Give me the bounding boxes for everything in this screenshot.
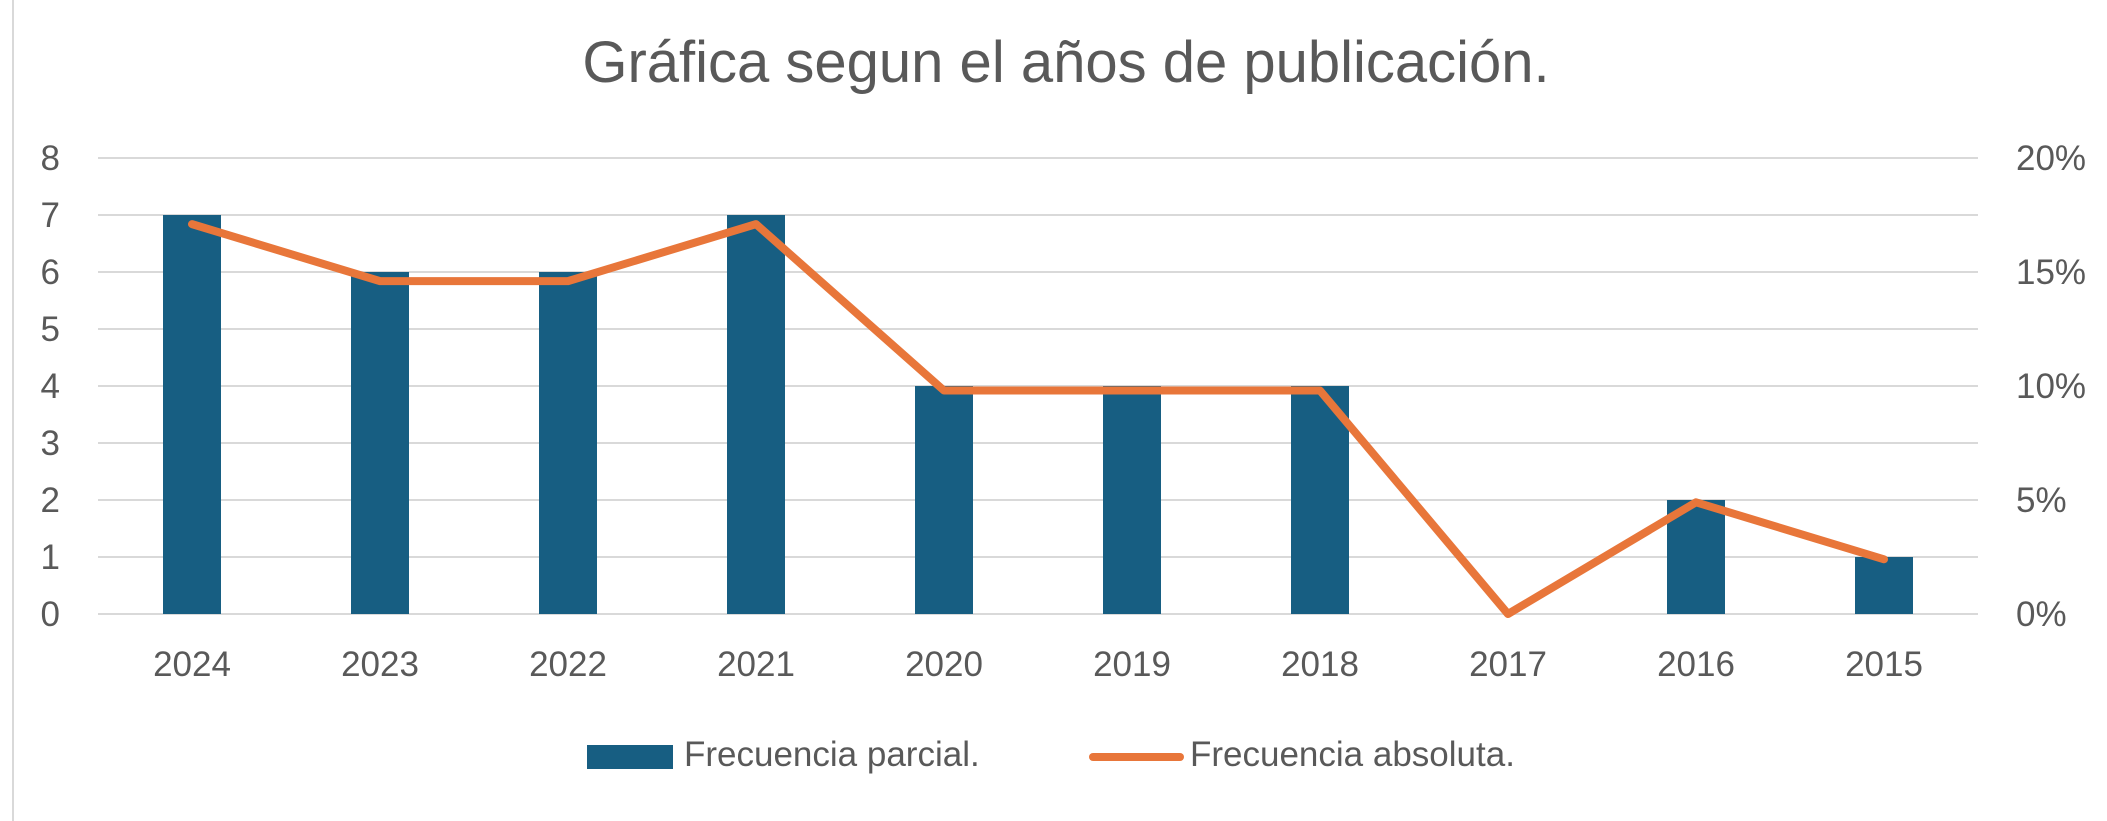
- y-left-tick-label: 8: [41, 139, 60, 178]
- frame-border: [12, 0, 14, 821]
- bar: [351, 272, 409, 614]
- y-right-tick-label: 10%: [2016, 367, 2086, 406]
- bar: [727, 215, 785, 614]
- bar: [1667, 500, 1725, 614]
- y-left-tick-label: 0: [41, 595, 60, 634]
- x-tick-label: 2015: [1845, 645, 1923, 684]
- y-right-tick-label: 5%: [2016, 481, 2067, 520]
- legend-label: Frecuencia parcial.: [684, 735, 980, 774]
- x-tick-label: 2024: [153, 645, 231, 684]
- chart-title: Gráfica segun el años de publicación.: [582, 30, 1549, 95]
- x-tick-label: 2020: [905, 645, 983, 684]
- y-right-tick-label: 20%: [2016, 139, 2086, 178]
- y-left-tick-label: 7: [41, 196, 60, 235]
- series-line: [188, 220, 1888, 618]
- legend-swatch-bar: [587, 745, 673, 769]
- y-left-tick-label: 3: [41, 424, 60, 463]
- legend: Frecuencia parcial. Frecuencia absoluta.: [587, 735, 1515, 774]
- y-axis-right: 0% 5% 10% 15% 20%: [2016, 139, 2086, 634]
- x-tick-label: 2016: [1657, 645, 1735, 684]
- bar: [915, 386, 973, 614]
- x-tick-label: 2021: [717, 645, 795, 684]
- bar-series: [163, 215, 1913, 614]
- y-axis-left: 0 1 2 3 4 5 6 7 8: [41, 139, 60, 634]
- y-left-tick-label: 4: [41, 367, 60, 406]
- y-left-tick-label: 5: [41, 310, 60, 349]
- bar: [1855, 557, 1913, 614]
- line-series: [188, 220, 1888, 618]
- x-tick-label: 2023: [341, 645, 419, 684]
- bar: [1291, 386, 1349, 614]
- x-tick-label: 2019: [1093, 645, 1171, 684]
- y-left-tick-label: 2: [41, 481, 60, 520]
- x-tick-label: 2022: [529, 645, 607, 684]
- y-right-tick-label: 0%: [2016, 595, 2067, 634]
- y-left-tick-label: 1: [41, 538, 60, 577]
- bar: [163, 215, 221, 614]
- x-axis: 2024 2023 2022 2021 2020 2019 2018 2017 2016 2015: [153, 645, 1923, 684]
- y-right-tick-label: 15%: [2016, 253, 2086, 292]
- y-left-tick-label: 6: [41, 253, 60, 292]
- bar: [539, 272, 597, 614]
- x-tick-label: 2018: [1281, 645, 1359, 684]
- bar: [1103, 386, 1161, 614]
- gridlines: [98, 157, 1978, 615]
- legend-label: Frecuencia absoluta.: [1190, 735, 1515, 774]
- x-tick-label: 2017: [1469, 645, 1547, 684]
